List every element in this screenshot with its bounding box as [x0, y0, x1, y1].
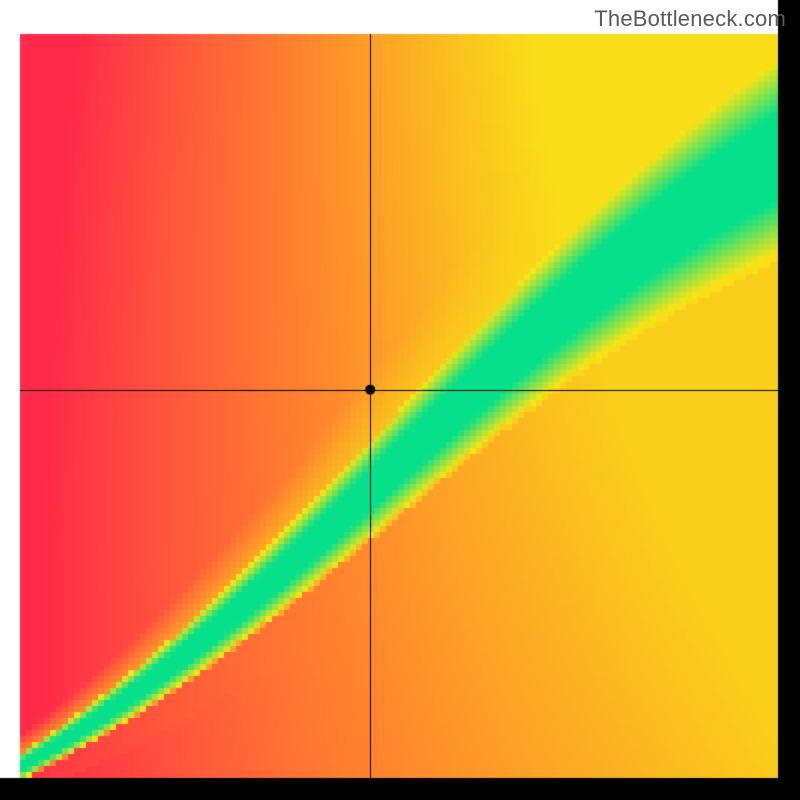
- bottleneck-chart: TheBottleneck.com: [0, 0, 800, 800]
- heatmap-canvas: [0, 0, 800, 800]
- watermark-label: TheBottleneck.com: [594, 6, 786, 32]
